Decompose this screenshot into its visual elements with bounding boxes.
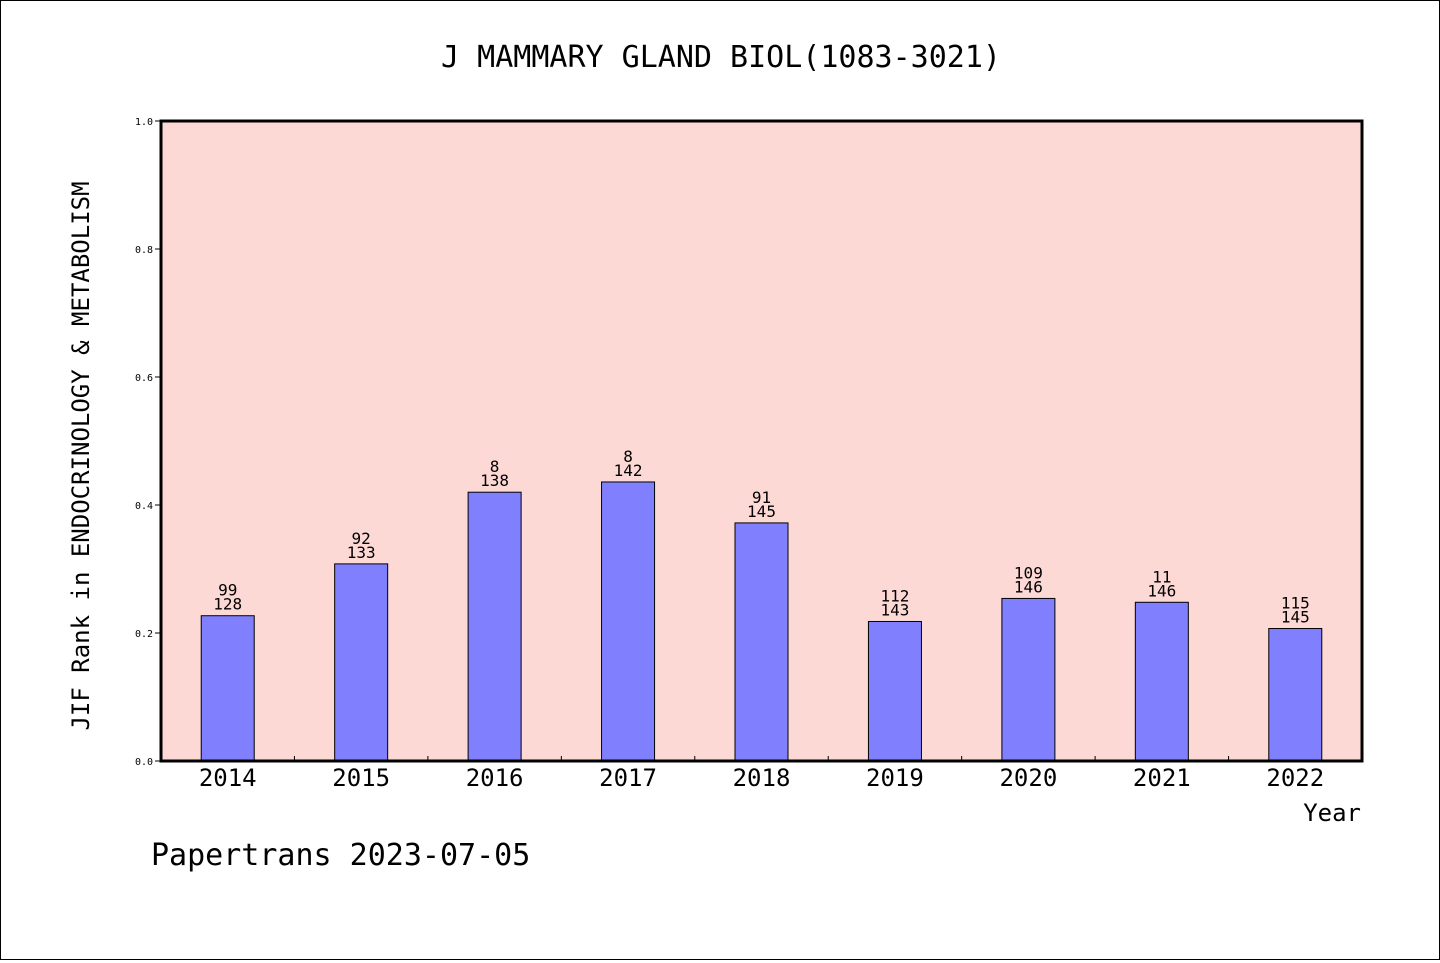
x-tick-label: 2017	[599, 764, 657, 792]
bar-2019	[867, 620, 922, 762]
bar-2014	[200, 615, 255, 762]
x-tick-label: 2019	[866, 764, 924, 792]
x-tick-label: 2014	[199, 764, 257, 792]
bar-total-label: 142	[614, 461, 643, 480]
bar-total-label: 145	[1281, 608, 1310, 627]
bar-total-label: 128	[213, 595, 242, 614]
bar-2015	[334, 563, 389, 762]
x-tick-label: 2018	[733, 764, 791, 792]
bar-2022	[1268, 628, 1323, 762]
bar-total-label: 138	[480, 471, 509, 490]
bar-rank-label: 92	[352, 529, 371, 548]
y-tick-label: 0.0	[135, 757, 153, 768]
x-tick-label: 2021	[1133, 764, 1191, 792]
bar-total-label: 143	[880, 600, 909, 619]
footer-credit: Papertrans 2023-07-05	[151, 838, 530, 873]
y-tick-label: 1.0	[135, 117, 153, 128]
bar-rank-label: 91	[752, 488, 771, 507]
bar-total-label: 146	[1147, 581, 1176, 600]
bar-rank-label: 11	[1152, 567, 1171, 586]
plot-border	[159, 119, 1364, 763]
bar-rank-label: 8	[490, 457, 500, 476]
bar-total-label: 133	[347, 543, 376, 562]
x-tick-label: 2022	[1266, 764, 1324, 792]
bar-rank-label: 109	[1014, 563, 1043, 582]
x-axis-label: Year	[1303, 799, 1361, 827]
chart-title: J MAMMARY GLAND BIOL(1083-3021)	[441, 40, 1001, 75]
y-tick-label: 0.4	[135, 501, 153, 512]
x-tick-label: 2015	[332, 764, 390, 792]
x-tick-label: 2020	[999, 764, 1057, 792]
y-tick-label: 0.2	[135, 629, 153, 640]
bar-rank-label: 112	[880, 586, 909, 605]
y-tick-label: 0.6	[135, 373, 153, 384]
bar-2021	[1134, 601, 1189, 762]
x-tick-label: 2016	[466, 764, 524, 792]
bar-2017	[601, 481, 656, 762]
bar-total-label: 145	[747, 502, 776, 521]
bar-rank-label: 115	[1281, 594, 1310, 613]
bar-2020	[1001, 597, 1056, 762]
bar-rank-label: 8	[623, 447, 633, 466]
y-tick-label: 0.8	[135, 245, 153, 256]
bar-2018	[734, 522, 789, 762]
bar-rank-label: 99	[218, 581, 237, 600]
bar-2016	[467, 491, 522, 762]
y-axis-label: JIF Rank in ENDOCRINOLOGY & METABOLISM	[67, 181, 95, 730]
bar-total-label: 146	[1014, 577, 1043, 596]
